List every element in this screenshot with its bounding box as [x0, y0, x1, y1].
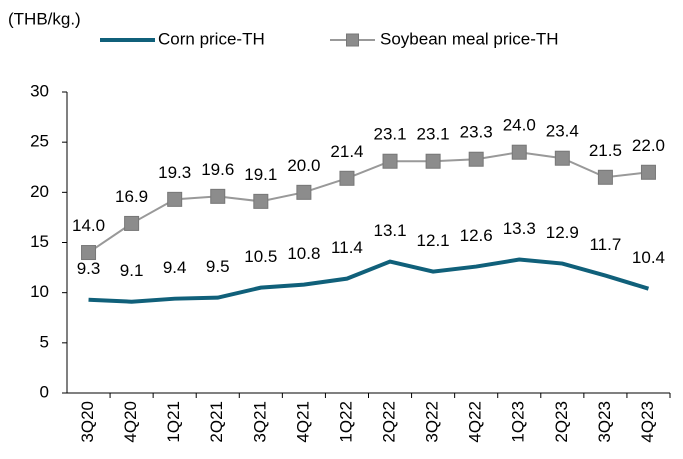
data-label: 21.5	[589, 141, 622, 160]
data-label: 23.3	[460, 123, 493, 142]
x-tick-label: 4Q23	[638, 401, 657, 443]
series-line	[88, 257, 650, 304]
x-tick-label: 3Q21	[250, 401, 269, 443]
y-tick-label: 25	[30, 132, 49, 151]
legend-label: Corn price-TH	[158, 29, 265, 48]
x-tick-label: 3Q22	[423, 401, 442, 443]
data-label: 10.5	[244, 247, 277, 266]
x-tick-label: 1Q22	[336, 401, 355, 443]
y-axis-title: (THB/kg.)	[8, 9, 81, 28]
legend-marker	[346, 33, 359, 47]
x-tick-label: 2Q22	[380, 401, 399, 443]
data-point	[468, 151, 484, 167]
data-label: 12.9	[546, 223, 579, 242]
data-label: 20.0	[287, 156, 320, 175]
data-label: 23.1	[373, 125, 406, 144]
data-point	[640, 164, 656, 180]
data-point	[554, 150, 570, 166]
y-tick-label: 20	[30, 182, 49, 201]
data-point	[382, 153, 398, 169]
data-point	[339, 170, 355, 186]
data-point	[253, 193, 269, 209]
x-tick-label: 4Q22	[466, 401, 485, 443]
data-label: 11.4	[331, 238, 363, 257]
data-label: 14.0	[72, 216, 105, 235]
data-label: 22.0	[632, 136, 665, 155]
x-tick-label: 4Q21	[293, 401, 312, 443]
data-label: 12.1	[417, 231, 450, 250]
data-point	[81, 245, 97, 261]
data-label: 19.3	[158, 163, 191, 182]
x-tick-label: 2Q21	[207, 401, 226, 443]
data-label: 23.4	[546, 122, 579, 141]
y-tick-label: 15	[30, 232, 49, 251]
x-tick-label: 2Q23	[552, 401, 571, 443]
x-tick-label: 4Q20	[121, 401, 140, 443]
x-tick-label: 3Q20	[78, 401, 97, 443]
legend-label: Soybean meal price-TH	[380, 29, 559, 48]
data-label: 11.7	[589, 235, 621, 254]
data-point	[296, 184, 312, 200]
x-tick-label: 1Q23	[509, 401, 528, 443]
data-point	[124, 215, 140, 231]
data-label: 13.3	[503, 219, 536, 238]
data-label: 9.4	[163, 258, 187, 277]
y-tick-label: 30	[30, 81, 49, 100]
data-label: 10.4	[632, 248, 665, 267]
data-point	[597, 169, 613, 185]
x-tick-label: 1Q21	[164, 401, 183, 443]
data-label: 9.5	[206, 257, 230, 276]
data-point	[511, 144, 527, 160]
y-tick-label: 0	[40, 382, 49, 401]
data-point	[210, 188, 226, 204]
data-label: 10.8	[287, 244, 320, 263]
y-tick-label: 5	[40, 332, 49, 351]
data-point	[167, 191, 183, 207]
data-label: 9.1	[120, 261, 144, 280]
data-label: 13.1	[373, 221, 406, 240]
data-label: 19.6	[201, 160, 234, 179]
y-tick-label: 10	[30, 282, 49, 301]
data-label: 16.9	[115, 187, 148, 206]
data-label: 23.1	[417, 125, 450, 144]
x-tick-label: 3Q23	[595, 401, 614, 443]
data-label: 12.6	[460, 226, 493, 245]
data-label: 9.3	[77, 259, 101, 278]
data-point	[425, 153, 441, 169]
data-label: 24.0	[503, 116, 536, 135]
data-label: 19.1	[244, 165, 277, 184]
data-label: 21.4	[330, 142, 363, 161]
